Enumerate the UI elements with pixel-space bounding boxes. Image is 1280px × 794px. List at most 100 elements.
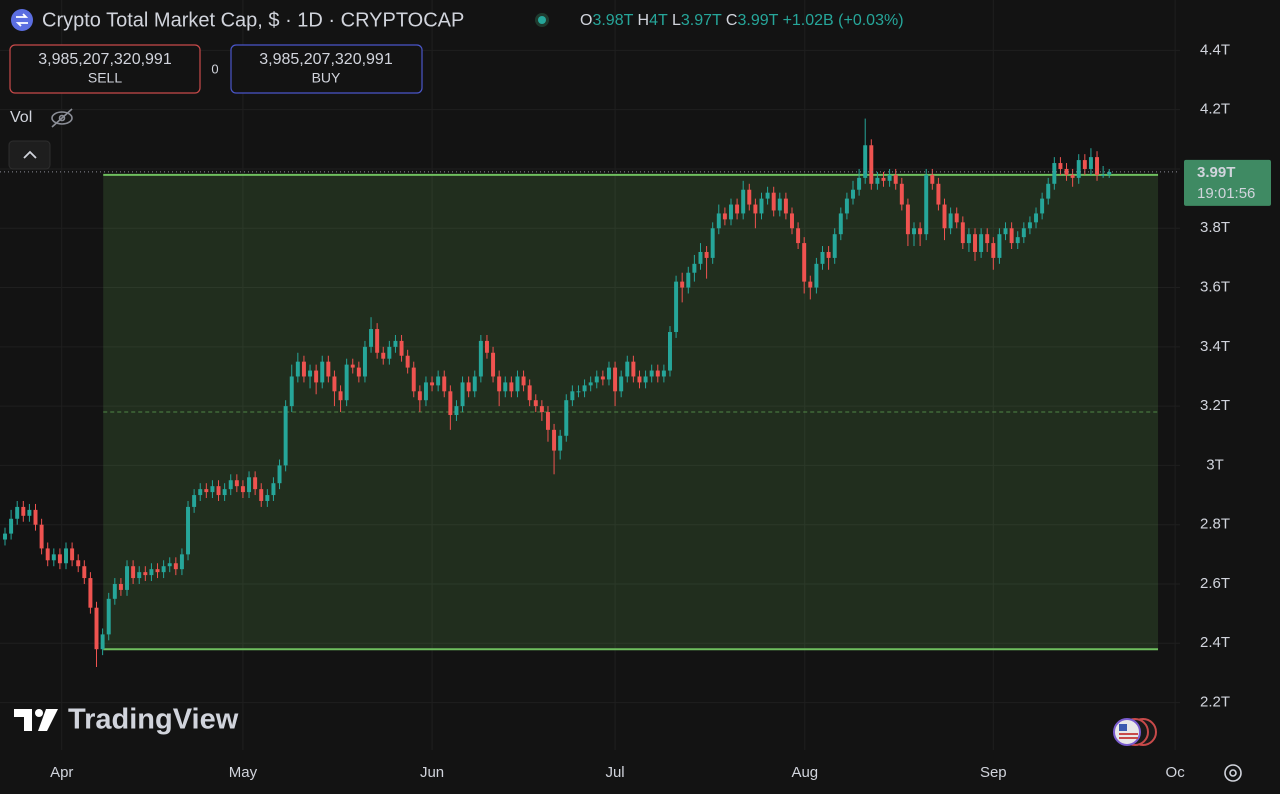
candle-body (667, 332, 672, 371)
candle-body (228, 480, 233, 490)
candle-body (21, 506, 26, 516)
candle-body (503, 382, 508, 392)
x-tick-label: Sep (980, 764, 1007, 781)
status-dot (538, 16, 546, 24)
candle-body (430, 382, 435, 386)
candle-body (283, 406, 288, 466)
candle-body (674, 281, 679, 333)
candle-body (527, 385, 532, 401)
candle-body (753, 204, 758, 214)
flags-icon[interactable] (1113, 718, 1157, 746)
candle-body (375, 329, 380, 353)
candle-body (472, 376, 477, 392)
x-tick-label: Jul (605, 764, 624, 781)
candle-body (771, 192, 776, 211)
vol-hidden-icon[interactable] (51, 108, 73, 128)
candle-body (973, 234, 977, 252)
sell-price[interactable]: 3,985,207,320,991 (38, 51, 172, 68)
buy-label[interactable]: BUY (312, 70, 341, 86)
legend-h: 4T (649, 12, 668, 29)
candle-body (692, 263, 697, 273)
candle-body (179, 554, 184, 570)
candle-body (33, 509, 38, 525)
candle-body (356, 367, 361, 377)
candle-body (271, 483, 276, 496)
candle-body (301, 361, 306, 377)
candle-body (210, 486, 215, 493)
candle-body (411, 367, 416, 392)
y-tick-label: 2.8T (1200, 516, 1230, 533)
candle-body (234, 480, 239, 487)
candle-body (893, 174, 898, 184)
last-price-label: 3.99T (1197, 164, 1235, 181)
x-tick-label: Jun (420, 764, 444, 781)
sell-button[interactable]: 3,985,207,320,991 SELL (9, 44, 201, 94)
candle-body (564, 400, 569, 436)
legend-change: +1.02B (+0.03%) (783, 12, 904, 29)
candle-body (838, 213, 843, 235)
spread: 0 (211, 61, 218, 76)
candle-body (759, 198, 764, 214)
y-tick-label: 3.2T (1200, 397, 1230, 414)
candle-body (118, 583, 123, 590)
last-price-box (1184, 159, 1271, 206)
candle-body (51, 554, 56, 561)
symbol-icon (11, 9, 33, 31)
candle-body (979, 234, 984, 252)
buy-price[interactable]: 3,985,207,320,991 (259, 51, 393, 68)
symbol-icon-arrows (15, 13, 29, 27)
candle-body (381, 352, 386, 359)
candle-body (393, 340, 398, 347)
candle-body (558, 435, 563, 451)
collapse-button[interactable] (8, 140, 51, 170)
candle-body (875, 177, 880, 184)
candle-body (338, 391, 343, 401)
candle-body (39, 524, 44, 549)
range-box (103, 173, 1159, 651)
y-tick-label: 2.2T (1200, 694, 1230, 711)
candle-body (442, 376, 447, 392)
candle-body (45, 548, 50, 561)
candle-body (1076, 160, 1081, 178)
candle-body (198, 489, 203, 496)
candle-body (131, 566, 136, 579)
candle-body (790, 213, 794, 229)
candle-body (686, 272, 691, 288)
legend-l-label: L (672, 12, 681, 29)
countdown: 19:01:56 (1197, 185, 1255, 202)
candle-body (625, 361, 630, 377)
candle-body (167, 563, 172, 567)
sell-box[interactable] (9, 44, 201, 94)
buy-button[interactable]: 3,985,207,320,991 BUY (230, 44, 423, 94)
candle-body (777, 198, 782, 211)
vol-label[interactable]: Vol (10, 109, 32, 126)
candle-body (796, 228, 801, 244)
sell-label[interactable]: SELL (88, 70, 122, 86)
candle-body (112, 583, 117, 599)
candle-body (1082, 160, 1087, 169)
candle-body (552, 429, 557, 451)
candle-body (802, 243, 807, 282)
candle-body (277, 465, 282, 484)
candle-body (710, 228, 715, 258)
candle-body (783, 198, 788, 214)
candle-body (588, 382, 593, 386)
candle-body (423, 382, 428, 401)
candle-body (222, 489, 227, 496)
candle-body (680, 281, 685, 288)
candle-body (905, 204, 910, 235)
candle-body (100, 634, 105, 650)
candle-body (832, 234, 837, 258)
candle-body (600, 376, 605, 380)
buy-box[interactable] (230, 44, 423, 94)
candle-body (326, 361, 331, 377)
candle-body (1040, 198, 1045, 214)
candle-body (912, 228, 916, 235)
candle-body (735, 204, 740, 214)
candle-body (1034, 213, 1039, 223)
candle-body (924, 174, 929, 235)
candle-body (942, 204, 947, 229)
settings-icon[interactable] (1224, 764, 1242, 782)
candle-body (533, 400, 538, 407)
